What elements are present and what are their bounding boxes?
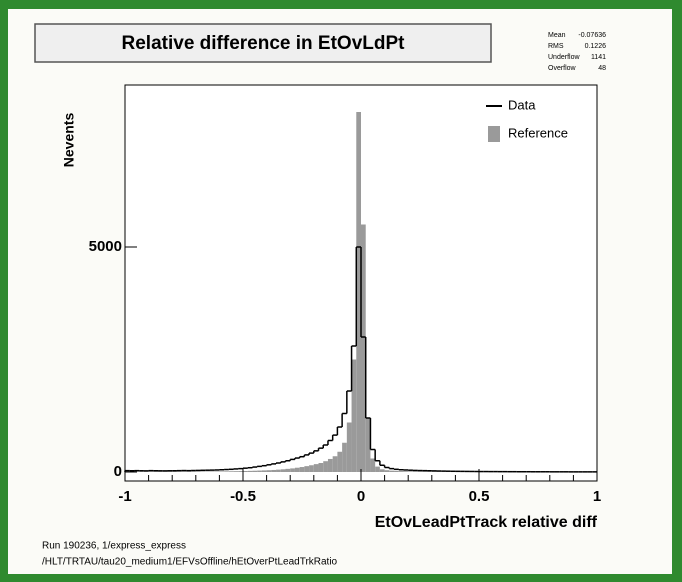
x-tick-label: 0 [357,488,365,505]
reference-bar [266,470,272,472]
x-tick-label: 0.5 [469,488,490,505]
title-box [34,23,492,63]
reference-bar [261,470,267,472]
stats-value: 1141 [591,54,606,61]
reference-bar [412,471,418,472]
stats-value: 48 [598,65,606,72]
y-axis-label: Nevents [61,113,77,168]
reference-bar [384,470,390,472]
stats-label: Underflow [548,54,580,61]
reference-bar [361,224,366,472]
reference-bar [219,471,225,472]
legend-swatch [488,126,500,142]
reference-bar [342,442,347,472]
reference-bar [323,461,328,472]
reference-bar [228,471,234,472]
reference-bar [313,464,319,472]
reference-bar [280,469,286,472]
stats-label: Mean [548,32,566,39]
stats-value: 0.1226 [585,43,607,50]
reference-bar [398,471,404,472]
reference-bar [346,422,352,472]
chart-title: Relative difference in EtOvLdPt [122,33,406,54]
reference-bar [379,469,385,472]
reference-bar [252,470,258,472]
reference-bar [299,467,305,472]
stats-value: -0.07636 [578,32,606,39]
stats-label: RMS [548,43,564,50]
stats-label: Overflow [548,65,577,72]
reference-bar [365,418,371,472]
footer-line: Run 190236, 1/express_express [42,541,186,552]
reference-bar [285,468,291,472]
plot-area: -1 -0.5 0 0.5 1 0 5000 Data Reference [89,84,601,505]
reference-bar [318,463,324,472]
reference-bar [337,451,343,472]
y-tick-label: 0 [114,463,122,480]
reference-bar [356,112,361,472]
reference-bar [243,471,248,472]
reference-bar [403,471,409,472]
reference-bar [257,470,262,472]
reference-bar [389,470,395,472]
y-tick-label: 5000 [89,238,122,255]
reference-bar [309,465,314,472]
reference-bar [394,470,399,472]
reference-bar [271,469,277,472]
reference-bar [417,471,423,472]
legend-label: Data [508,97,536,112]
reference-bar [247,470,253,472]
reference-bar [224,471,229,472]
reference-bar [276,469,281,472]
reference-bar [294,467,300,472]
reference-bar [290,468,295,472]
reference-bar [408,471,413,472]
reference-bar [233,471,239,472]
reference-bar [304,466,310,472]
x-tick-label: -1 [118,488,131,505]
reference-bar [327,458,333,472]
reference-bar [370,458,376,472]
reference-bar [238,471,243,472]
reference-bar [351,359,357,472]
footer-line: /HLT/TRTAU/tau20_medium1/EFVsOffline/hEt… [42,557,338,568]
x-tick-label: -0.5 [230,488,256,505]
reference-bar [375,466,380,472]
stats-box: Mean -0.07636 RMS 0.1226 Underflow 1141 Overfl… [548,32,606,72]
x-tick-label: 1 [593,488,601,505]
footer: Run 190236, 1/express_express/HLT/TRTAU/… [42,541,338,568]
x-axis-label: EtOvLeadPtTrack relative diff [375,514,598,531]
legend-label: Reference [508,125,568,140]
reference-bar [332,456,338,472]
